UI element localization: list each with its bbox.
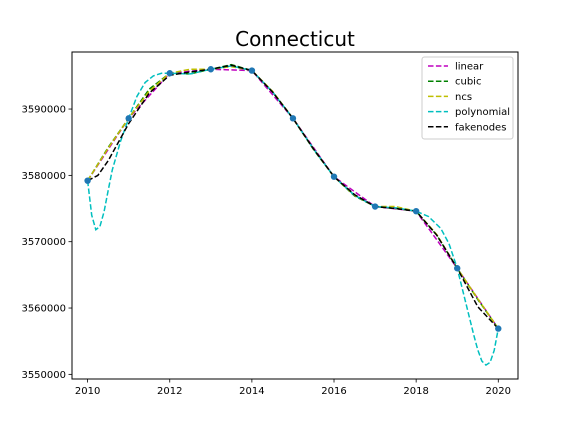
y-tick-label-3: 3580000	[21, 171, 66, 182]
x-tick-label-0: 2010	[75, 386, 100, 397]
data-point-1	[125, 115, 132, 122]
points-layer	[84, 66, 502, 332]
series-line-fakenodes	[87, 64, 499, 330]
x-tick-label-2: 2014	[239, 386, 264, 397]
legend: linear cubic ncs polynomial fakenodes	[421, 56, 514, 140]
legend-label-ncs: ncs	[455, 92, 472, 103]
data-point-7	[371, 203, 379, 210]
x-tick-label-5: 2020	[486, 386, 511, 397]
data-point-6	[330, 173, 338, 180]
y-tick-label-4: 3590000	[21, 105, 66, 116]
legend-label-cubic: cubic	[455, 77, 481, 88]
y-axis: 3550000 3560000 3570000 3580000 3590000	[21, 105, 72, 381]
data-point-5	[289, 115, 297, 122]
data-point-10	[495, 325, 502, 332]
plot-frame	[71, 51, 519, 380]
data-point-2	[166, 70, 173, 77]
data-point-3	[207, 66, 215, 73]
x-tick-label-4: 2018	[403, 386, 428, 397]
legend-label-linear: linear	[455, 62, 484, 73]
y-tick-label-1: 3560000	[21, 304, 66, 315]
x-tick-label-1: 2012	[157, 386, 182, 397]
legend-label-fakenodes: fakenodes	[455, 122, 506, 133]
legend-box	[421, 56, 514, 140]
data-point-8	[412, 207, 420, 215]
y-tick-label-2: 3570000	[21, 237, 66, 248]
data-point-9	[454, 265, 461, 272]
data-point-4	[248, 67, 256, 74]
x-axis: 2010 2012 2014 2016 2018 2020	[75, 379, 511, 397]
x-tick-label-3: 2016	[321, 386, 346, 397]
legend-label-polynomial: polynomial	[455, 107, 510, 118]
data-point-0	[84, 177, 91, 184]
chart-title: Connecticut	[235, 27, 355, 51]
y-tick-label-0: 3550000	[21, 370, 66, 381]
